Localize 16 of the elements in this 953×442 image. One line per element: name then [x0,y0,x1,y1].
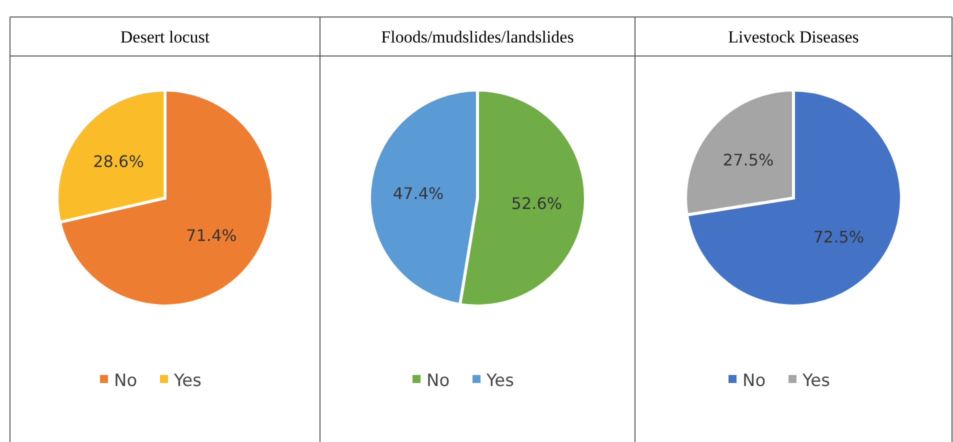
data-label: 28.6% [93,152,144,172]
legend-label: Yes [486,371,514,391]
chart-title: Livestock Diseases [728,28,859,46]
legend-label: Yes [173,371,202,391]
data-label: 27.5% [722,150,774,170]
data-label: 72.5% [813,228,864,247]
chart-title: Desert locust [120,28,210,46]
legend-label: No [114,371,138,391]
pie-slice [685,88,903,308]
legend-label: Yes [802,371,830,391]
data-label: 71.4% [186,226,237,245]
legend-label: No [426,371,450,391]
chart-title: Floods/mudslides/landslides [381,28,574,46]
data-label: 52.6% [511,194,562,213]
data-label: 47.4% [392,184,444,204]
legend-label: No [742,371,766,391]
